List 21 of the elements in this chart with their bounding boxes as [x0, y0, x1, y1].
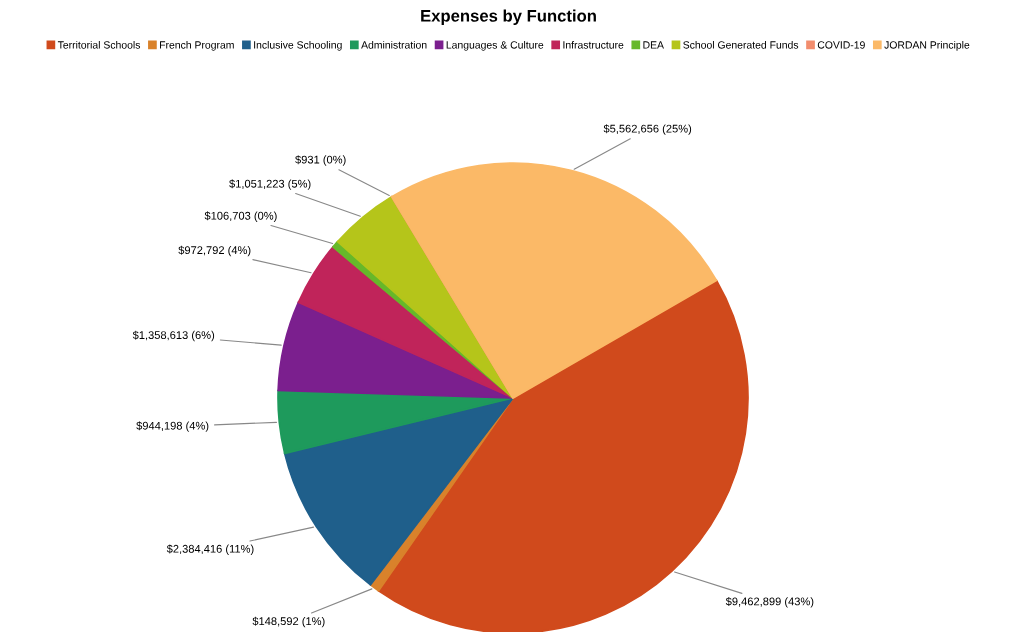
- data-label: $5,562,656 (25%): [603, 124, 692, 135]
- legend-label: Infrastructure: [563, 40, 624, 49]
- data-label: $972,792 (4%): [178, 245, 251, 257]
- legend-label: Administration: [361, 40, 427, 49]
- legend-label: Inclusive Schooling: [254, 40, 342, 51]
- data-label: $1,358,613 (6%): [132, 330, 215, 342]
- data-label: $944,198 (4%): [136, 421, 209, 432]
- legend-label: JORDAN Principle: [884, 40, 970, 51]
- legend-label: COVID-19: [817, 41, 865, 49]
- data-label: $2,384,416 (11%): [166, 544, 254, 555]
- legend-label: French Program: [160, 40, 234, 51]
- data-label: $148,592 (1%): [252, 616, 325, 628]
- legend-label: DEA: [643, 41, 664, 49]
- data-label: $931 (0%): [295, 155, 346, 166]
- chart-title: Expenses by Function: [421, 9, 596, 26]
- data-label: $1,051,223 (5%): [229, 179, 311, 190]
- legend-label: School Generated Funds: [683, 40, 799, 49]
- legend-label: Languages & Culture: [446, 40, 544, 51]
- data-label: $9,462,899 (43%): [725, 597, 814, 608]
- data-label: $106,703 (0%): [204, 211, 277, 222]
- legend-label: Territorial Schools: [57, 40, 141, 49]
